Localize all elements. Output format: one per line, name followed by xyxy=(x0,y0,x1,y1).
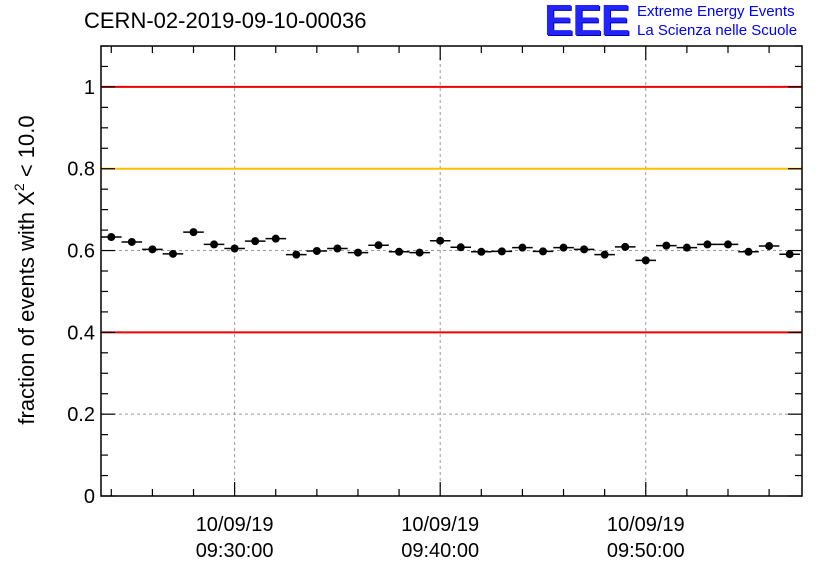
data-point xyxy=(717,240,739,249)
grid-lines xyxy=(101,46,802,497)
y-tick-label: 1 xyxy=(84,77,95,99)
data-point xyxy=(368,241,389,250)
data-point xyxy=(142,245,163,254)
data-point xyxy=(614,242,636,251)
eee-logo: EEE Extreme Energy Events La Scienza nel… xyxy=(540,0,836,46)
data-point xyxy=(553,243,574,252)
reference-lines xyxy=(101,85,802,334)
x-tick-label-time: 09:50:00 xyxy=(607,540,685,562)
logo-text-line2: La Scienza nelle Scuole xyxy=(637,22,798,39)
x-tick-label-time: 09:30:00 xyxy=(196,540,274,562)
x-tick-label-time: 09:40:00 xyxy=(401,540,479,562)
data-point xyxy=(512,243,533,252)
x-tick-label-date: 10/09/19 xyxy=(401,514,479,536)
y-axis-label-chi: X xyxy=(14,191,39,206)
y-axis-label-prefix: fraction of events with xyxy=(14,206,39,425)
x-tick-label-date: 10/09/19 xyxy=(196,514,274,536)
data-point xyxy=(779,250,800,259)
y-axis-label-suffix: < 10.0 xyxy=(14,115,39,183)
y-tick-label: 0.6 xyxy=(67,241,95,263)
data-point xyxy=(758,242,780,251)
logo-text-line1: Extreme Energy Events xyxy=(637,3,795,20)
data-point xyxy=(286,250,307,259)
data-point xyxy=(573,245,595,254)
data-point xyxy=(162,249,184,258)
data-point xyxy=(697,240,718,249)
data-point xyxy=(224,244,245,253)
data-point xyxy=(347,248,369,257)
data-point xyxy=(265,234,287,243)
y-tick-label: 0 xyxy=(84,486,95,508)
data-point xyxy=(656,241,677,250)
data-point xyxy=(101,233,122,242)
x-axis-ticks: 10/09/19 09:30:00 10/09/19 09:40:00 10/09/19… xyxy=(110,46,770,562)
data-point xyxy=(450,243,472,252)
x-tick-label-date: 10/09/19 xyxy=(607,514,685,536)
data-point xyxy=(388,247,410,256)
data-point xyxy=(244,237,266,246)
data-point xyxy=(183,228,204,237)
data-point xyxy=(532,247,554,256)
run-title: CERN-02-2019-09-10-00036 xyxy=(84,8,367,33)
plot-frame xyxy=(100,45,803,497)
y-tick-label: 0.4 xyxy=(67,322,95,344)
data-point xyxy=(594,250,615,259)
y-tick-label: 0.2 xyxy=(67,404,95,426)
data-point xyxy=(491,247,513,256)
eee-logo-mark: EEE xyxy=(544,0,630,45)
y-tick-label: 0.8 xyxy=(67,159,95,181)
data-point xyxy=(121,237,143,246)
data-point xyxy=(409,248,430,257)
y-axis-label: fraction of events with X2 < 10.0 xyxy=(11,115,39,424)
data-point xyxy=(738,247,759,256)
data-point xyxy=(327,244,348,253)
data-point xyxy=(203,240,225,249)
data-point xyxy=(635,256,657,265)
data-point xyxy=(471,247,492,256)
data-point xyxy=(306,246,328,255)
data-point xyxy=(429,236,451,245)
data-point xyxy=(676,243,698,252)
y-axis-ticks: 0 0.2 0.4 0.6 0.8 1 xyxy=(67,45,802,508)
data-points xyxy=(101,228,800,265)
y-axis-label-sup: 2 xyxy=(11,183,27,191)
